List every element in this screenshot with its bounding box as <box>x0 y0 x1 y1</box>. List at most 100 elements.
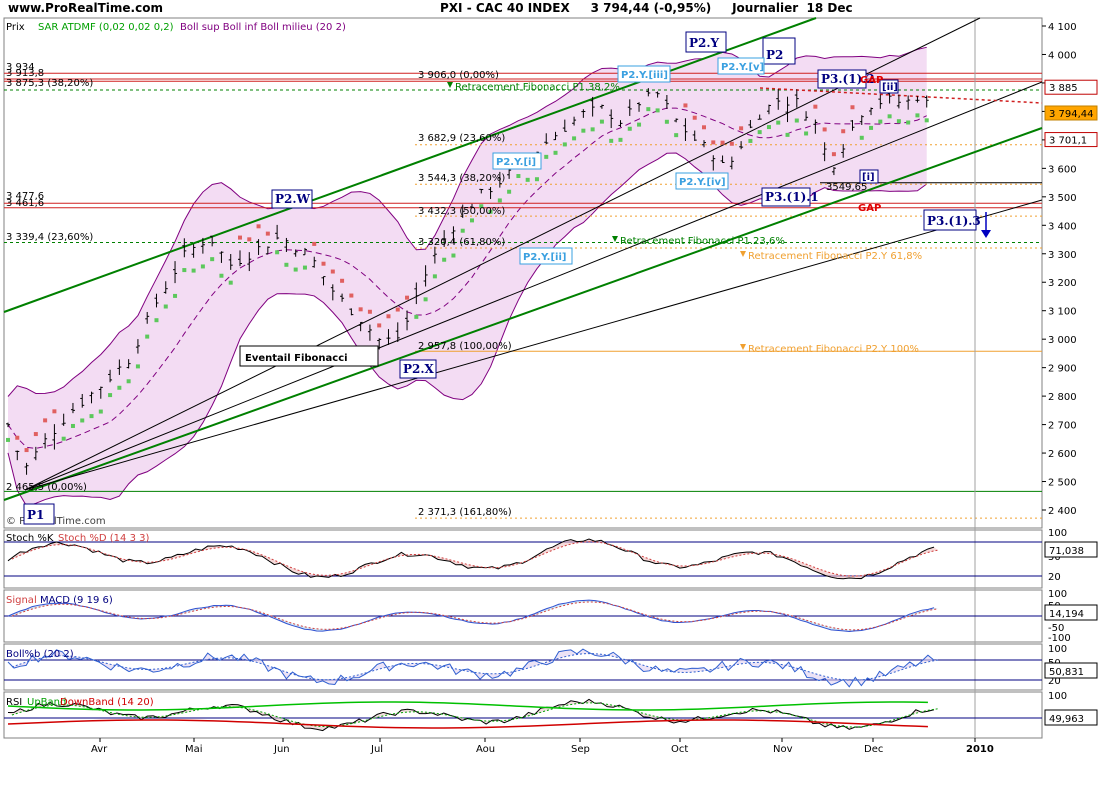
stoch-value-box <box>1044 541 1098 558</box>
small-label: [i] <box>862 172 875 183</box>
sar-dot-down <box>692 115 697 120</box>
sar-dot-up <box>804 131 809 136</box>
sar-dot-down <box>256 224 261 229</box>
sar-dot-up <box>80 418 85 423</box>
sar-dot-up <box>581 128 586 133</box>
boll-panel <box>3 643 1043 691</box>
wave-label-light: P2.Y.[iii] <box>621 70 668 81</box>
left-level-label: 3 875,3 (38,20%) <box>6 78 93 89</box>
sar-dot-down <box>367 309 372 314</box>
sar-dot-down <box>33 432 38 437</box>
sar-dot-up <box>275 250 280 255</box>
wave-box-light <box>675 172 729 190</box>
sar-dot-up <box>191 268 196 273</box>
sar-dot-up <box>432 274 437 279</box>
y-tick-label: 2 900 <box>1048 364 1077 375</box>
sar-dot-up <box>108 393 113 398</box>
site-name: www.ProRealTime.com <box>8 1 163 15</box>
retracement-label: Retracement Fibonacci P1.23,6% <box>620 236 785 247</box>
x-tick-label: Nov <box>773 744 793 755</box>
sar-dot-up <box>618 137 623 142</box>
chart-labels: Prix SAR ATDMF (0,02 0,02 0,2) Boll sup Bo… <box>6 22 991 708</box>
sar-dot-up <box>748 138 753 143</box>
bollinger-middle <box>7 107 927 449</box>
sar-dot-up <box>6 437 10 442</box>
down-arrow-head <box>981 230 991 238</box>
sar-dot-up <box>135 364 140 369</box>
retracement-arrow <box>447 82 453 88</box>
sar-dot-up <box>924 118 929 123</box>
fan-line <box>24 81 1043 491</box>
stoch-line-a <box>7 538 935 580</box>
wave-label-light: P2.Y.[v] <box>721 62 764 73</box>
wave-box-light <box>617 65 671 83</box>
stoch-panel <box>3 529 1043 589</box>
sar-dot-down <box>330 269 335 274</box>
wave-box-light <box>717 57 765 75</box>
retracement-label: Retracement Fibonacci P2.Y 61,8% <box>748 251 922 262</box>
sar-dot-down <box>720 140 725 145</box>
macd-tick-label: -100 <box>1048 633 1071 644</box>
rsi-downband <box>7 719 928 729</box>
sar-dot-up <box>423 297 428 302</box>
wave-box-light <box>492 152 542 170</box>
wave-box <box>923 209 977 231</box>
gap-label: GAP <box>858 203 881 214</box>
sar-dots <box>6 103 929 453</box>
fib-level-label: 3 906,0 (0,00%) <box>418 70 499 81</box>
price-tag-label: 3 794,44 <box>1049 109 1094 120</box>
sar-dot-up <box>590 127 595 132</box>
wave-label: P2.X <box>403 362 435 376</box>
boll-label: Boll%b (20 2) <box>6 649 74 660</box>
stoch-tick-label: 100 <box>1048 528 1067 539</box>
fan-label-box <box>239 345 379 367</box>
fib-level-label: 2 371,3 (161,80%) <box>418 507 512 518</box>
y-tick-label: 2 700 <box>1048 421 1077 432</box>
sar-dot-down <box>841 129 846 134</box>
y-tick-label: 2 400 <box>1048 506 1077 517</box>
retracement-arrow <box>612 236 618 242</box>
sar-dot-down <box>850 105 855 110</box>
stoch-line-b <box>11 541 939 577</box>
wave-box <box>23 503 55 525</box>
y-tick-label: 2 600 <box>1048 449 1077 460</box>
wave-box <box>685 31 727 53</box>
left-level-label: 3 913,8 <box>6 68 44 79</box>
macd-tick-label: 100 <box>1048 589 1067 600</box>
y-tick-label: 3 500 <box>1048 193 1077 204</box>
y-tick-label: 4 100 <box>1048 22 1077 33</box>
sar-dot-up <box>302 265 307 270</box>
macd-label: MACD (9 19 6) <box>40 595 113 606</box>
rsi-line-b <box>11 702 939 728</box>
panel-label: Prix <box>6 22 25 33</box>
rsi-up-label: UpBand <box>27 697 66 708</box>
sar-dot-down <box>831 152 836 157</box>
sar-dot-down <box>24 448 29 453</box>
sar-dot-up <box>655 108 660 113</box>
chart-title: PXI - CAC 40 INDEX 3 794,44 (-0,95%) Jou… <box>440 1 853 15</box>
boll-line-b <box>11 653 939 681</box>
macd-value: 14,194 <box>1049 609 1084 620</box>
sar-dot-down <box>711 140 716 145</box>
sar-dot-up <box>414 314 419 319</box>
wave-label: P3.(1).1 <box>765 190 819 204</box>
small-box <box>879 79 899 94</box>
sar-dot-up <box>599 119 604 124</box>
left-level-label: 3 477,6 <box>6 191 44 202</box>
left-level-label: 3 934 <box>6 62 35 73</box>
sar-dot-up <box>878 119 883 124</box>
sar-dot-up <box>572 136 577 141</box>
x-tick-label: Avr <box>91 744 108 755</box>
y-tick-label: 3 200 <box>1048 278 1077 289</box>
sar-dot-down <box>358 307 363 312</box>
legend-sar: SAR ATDMF (0,02 0,02 0,2) <box>38 22 174 33</box>
boll-value: 50,831 <box>1049 667 1084 678</box>
sar-dot-up <box>646 107 651 112</box>
price-tag <box>1044 132 1098 148</box>
retracement-arrow <box>740 344 746 350</box>
x-tick-label: Aou <box>476 744 495 755</box>
sar-dot-up <box>200 264 205 269</box>
macd-line-b <box>11 601 939 631</box>
sar-dot-up <box>98 409 103 414</box>
